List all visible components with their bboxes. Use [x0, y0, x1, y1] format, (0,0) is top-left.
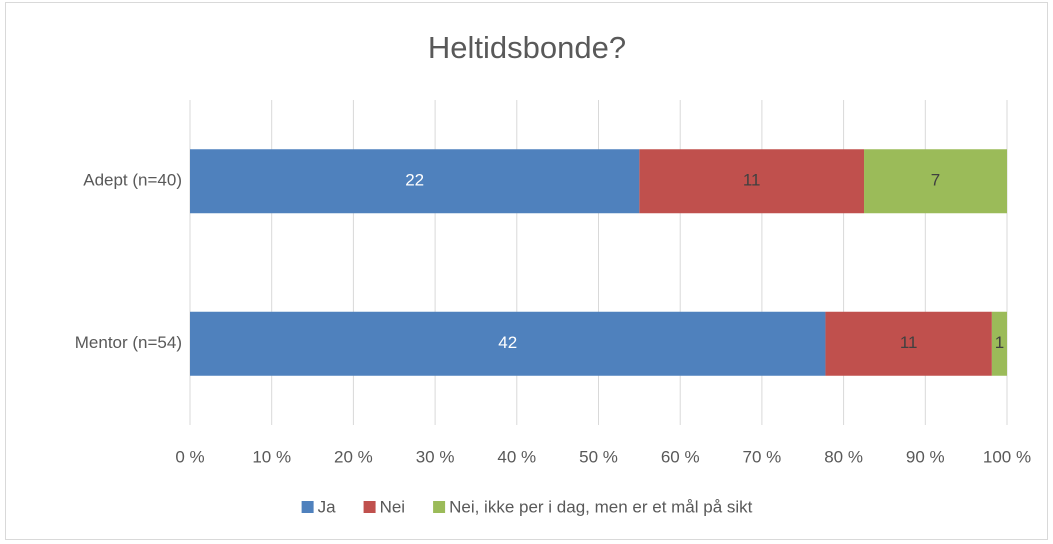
bar-segment	[639, 149, 865, 214]
x-tick-label: 80 %	[824, 447, 863, 466]
data-label: 11	[743, 171, 761, 190]
x-tick-label: 100 %	[983, 447, 1031, 466]
data-label: 22	[405, 171, 424, 190]
bar-segment	[864, 149, 1007, 214]
data-label: 1	[995, 333, 1004, 352]
x-tick-label: 50 %	[579, 447, 618, 466]
y-tick-label: Mentor (n=54)	[75, 333, 182, 352]
legend-swatch	[363, 501, 376, 513]
legend-label: Nei, ikke per i dag, men er et mål på si…	[449, 497, 753, 516]
bar-segment	[991, 311, 1007, 376]
x-tick-label: 10 %	[252, 447, 291, 466]
y-tick-label: Adept (n=40)	[83, 171, 182, 190]
bar-segment	[190, 149, 640, 214]
chart-title: Heltidsbonde?	[428, 30, 626, 65]
legend-label: Ja	[318, 497, 337, 516]
x-tick-label: 40 %	[497, 447, 536, 466]
x-tick-label: 30 %	[416, 447, 455, 466]
data-label: 11	[900, 333, 918, 352]
chart-border	[5, 2, 1048, 540]
x-tick-label: 0 %	[175, 447, 204, 466]
legend-swatch	[301, 501, 314, 513]
x-tick-label: 20 %	[334, 447, 373, 466]
data-label: 42	[498, 333, 517, 352]
x-tick-label: 60 %	[661, 447, 700, 466]
x-tick-label: 90 %	[906, 447, 945, 466]
bar-segment	[825, 311, 992, 376]
legend-swatch	[433, 501, 446, 513]
legend-label: Nei	[380, 497, 406, 516]
x-tick-label: 70 %	[743, 447, 782, 466]
bar-segment	[190, 311, 826, 376]
data-label: 7	[931, 171, 940, 190]
